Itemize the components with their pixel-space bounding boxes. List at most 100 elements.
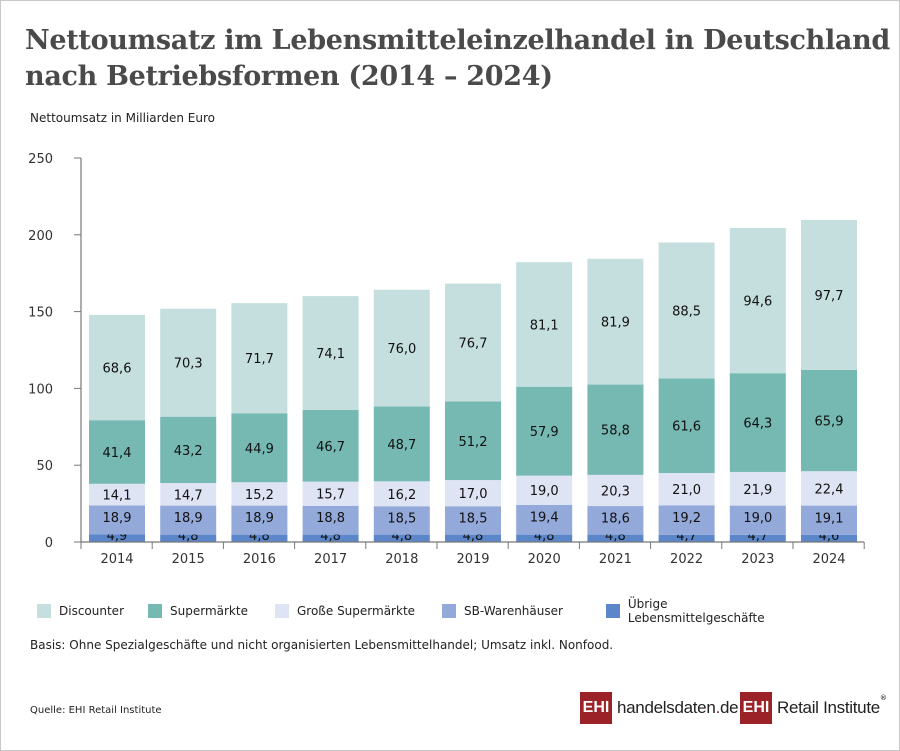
x-tick-label: 2017 <box>314 552 347 567</box>
legend: Discounter Supermärkte Große Supermärkte SB… <box>37 597 806 625</box>
data-label: 48,7 <box>387 438 416 453</box>
bar-segment <box>801 505 857 535</box>
x-tick-label: 2014 <box>100 552 133 567</box>
bar-segment <box>160 308 217 417</box>
legend-item: Große Supermärkte <box>275 597 442 625</box>
legend-swatch <box>148 604 162 618</box>
legend-label: Supermärkte <box>170 604 248 618</box>
bar-segment <box>373 534 430 542</box>
bar-segment <box>516 386 573 476</box>
legend-swatch <box>37 604 51 618</box>
legend-item: Discounter <box>37 597 148 625</box>
bar-segment <box>89 505 145 535</box>
data-label: 81,1 <box>530 318 559 333</box>
data-label: 70,3 <box>174 357 203 372</box>
bar-segment <box>729 227 786 374</box>
x-tick-label: 2020 <box>528 552 561 567</box>
bar-segment <box>445 283 501 402</box>
bar-segment <box>729 534 786 542</box>
bar-segment <box>231 534 288 542</box>
legend-label: Übrige Lebensmittelgeschäfte <box>627 597 765 625</box>
legend-label: Discounter <box>59 604 124 618</box>
ehi-badge: EHI <box>740 692 772 724</box>
bar-segment <box>801 219 857 370</box>
bar-segment <box>89 314 145 421</box>
bar-segment <box>160 416 217 484</box>
data-label: 15,2 <box>245 488 274 503</box>
y-axis-label: Nettoumsatz in Milliarden Euro <box>30 111 215 125</box>
data-label: 18,9 <box>103 511 132 526</box>
bar-segment <box>801 369 857 472</box>
data-label: 44,9 <box>245 442 274 457</box>
bar-segment <box>658 378 715 474</box>
x-tick-label: 2015 <box>172 552 205 567</box>
bar-segment <box>231 303 288 414</box>
data-label: 64,3 <box>743 417 772 432</box>
bar-segment <box>373 289 430 407</box>
x-tick-label: 2023 <box>741 552 774 567</box>
data-label: 51,2 <box>459 435 488 450</box>
data-label: 97,7 <box>815 289 844 304</box>
bar-segment <box>587 474 644 507</box>
bar-segment <box>231 505 288 535</box>
legend-swatch <box>442 604 456 618</box>
data-label: 22,4 <box>815 482 844 497</box>
retail-institute-text: Retail Institute <box>777 698 880 717</box>
bar-segment <box>302 534 359 542</box>
bar-segment <box>231 413 288 483</box>
handelsdaten-logo[interactable]: EHI handelsdaten.de <box>580 692 739 724</box>
data-label: 14,7 <box>174 488 203 503</box>
legend-swatch <box>275 604 289 618</box>
title-line-2: nach Betriebsformen (2014 – 2024) <box>25 61 553 92</box>
x-tick-label: 2018 <box>385 552 418 567</box>
data-label: 71,7 <box>245 352 274 367</box>
bar-segment <box>587 258 644 385</box>
data-label: 18,5 <box>459 511 488 526</box>
data-label: 18,9 <box>245 511 274 526</box>
bar-segment <box>231 482 288 506</box>
y-tick-label: 150 <box>28 306 53 321</box>
registered-mark: ® <box>879 694 887 702</box>
y-tick-label: 200 <box>28 229 53 244</box>
bar-segment <box>658 242 715 379</box>
bar-segment <box>658 534 715 542</box>
handelsdaten-text: handelsdaten.de <box>617 698 739 717</box>
data-label: 43,2 <box>174 444 203 459</box>
data-label: 76,7 <box>459 337 488 352</box>
x-tick-label: 2019 <box>456 552 489 567</box>
data-label: 18,6 <box>601 511 630 526</box>
bar-segment <box>373 406 430 482</box>
data-label: 18,8 <box>316 511 345 526</box>
ehi-retail-institute-logo[interactable]: EHI Retail Institute ® <box>740 692 887 724</box>
data-label: 88,5 <box>672 304 701 319</box>
data-label: 17,0 <box>459 487 488 502</box>
bar-segment <box>445 534 501 542</box>
data-label: 74,1 <box>316 347 345 362</box>
legend-item: Übrige Lebensmittelgeschäfte <box>606 597 806 625</box>
bar-segment <box>729 505 786 535</box>
data-label: 41,4 <box>103 446 132 461</box>
title-line-1: Nettoumsatz im Lebensmitteleinzelhandel … <box>25 25 891 56</box>
chart-title: Nettoumsatz im Lebensmitteleinzelhandel … <box>25 23 890 95</box>
bar-segment <box>302 481 359 506</box>
bar-segment <box>587 384 644 475</box>
bar-segment <box>445 506 501 535</box>
data-label: 18,5 <box>387 511 416 526</box>
y-tick-label: 0 <box>45 536 53 551</box>
data-label: 18,9 <box>174 511 203 526</box>
bar-segment <box>445 480 501 507</box>
bar-segment <box>516 475 573 505</box>
data-label: 19,1 <box>815 511 844 526</box>
x-tick-label: 2016 <box>243 552 276 567</box>
data-label: 20,3 <box>601 484 630 499</box>
ehi-badge: EHI <box>580 692 612 724</box>
y-tick-label: 250 <box>28 152 53 167</box>
bar-segment <box>302 505 359 535</box>
data-label: 61,6 <box>672 420 701 435</box>
data-label: 14,1 <box>103 489 132 504</box>
legend-swatch <box>606 604 620 618</box>
bar-segment <box>89 483 145 506</box>
data-label: 16,2 <box>387 488 416 503</box>
data-label: 68,6 <box>103 362 132 377</box>
x-tick-label: 2022 <box>670 552 703 567</box>
